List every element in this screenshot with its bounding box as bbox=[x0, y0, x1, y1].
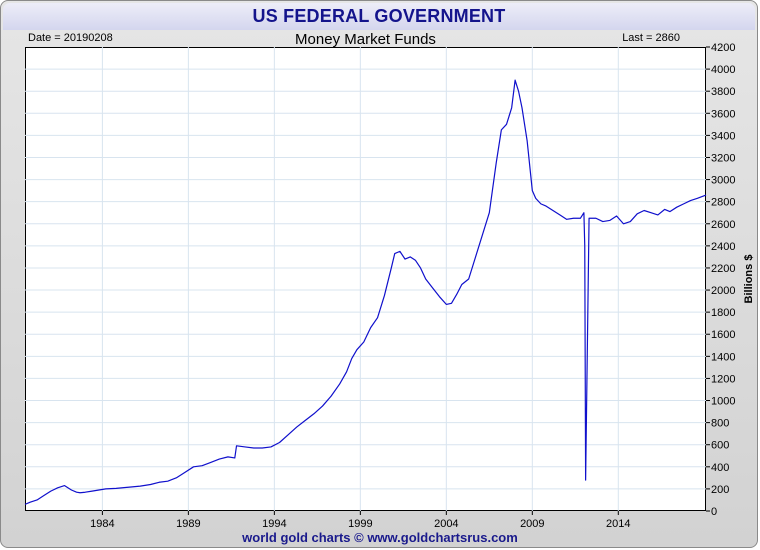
y-tick-label: 1200 bbox=[711, 373, 735, 385]
y-tick-label: 4200 bbox=[711, 42, 735, 54]
x-tick-label: 2014 bbox=[606, 518, 630, 530]
y-tick-label: 1600 bbox=[711, 329, 735, 341]
y-tick-label: 200 bbox=[711, 484, 729, 496]
y-tick-label: 3600 bbox=[711, 108, 735, 120]
x-tick-label: 1999 bbox=[348, 518, 372, 530]
title-bar: US FEDERAL GOVERNMENT bbox=[3, 3, 755, 30]
y-tick-label: 2600 bbox=[711, 219, 735, 231]
y-tick-label: 2200 bbox=[711, 263, 735, 275]
y-tick-label: 400 bbox=[711, 462, 729, 474]
y-axis-ticks: 0 200 400 600 800 1000 1200 1400 1600 1800 2000 220… bbox=[706, 42, 735, 518]
y-axis-label: Billions $ bbox=[743, 255, 755, 304]
footer-credit: world gold charts © www.goldchartsrus.co… bbox=[242, 530, 518, 545]
x-tick-label: 2004 bbox=[434, 518, 458, 530]
grid-lines bbox=[25, 47, 706, 511]
y-tick-label: 2000 bbox=[711, 285, 735, 297]
chart-header-row: Date = 20190208 Money Market Funds Last … bbox=[25, 31, 706, 48]
series-group bbox=[24, 79, 707, 505]
y-tick-label: 2400 bbox=[711, 241, 735, 253]
chart-subtitle: Money Market Funds bbox=[295, 31, 436, 48]
x-tick-label: 1984 bbox=[90, 518, 114, 530]
y-tick-label: 2800 bbox=[711, 197, 735, 209]
y-tick-label: 1000 bbox=[711, 396, 735, 408]
y-tick-label: 1400 bbox=[711, 351, 735, 363]
y-tick-label: 3800 bbox=[711, 86, 735, 98]
x-tick-label: 1989 bbox=[176, 518, 200, 530]
y-tick-label: 4000 bbox=[711, 64, 735, 76]
x-tick-label: 2009 bbox=[520, 518, 544, 530]
y-tick-label: 0 bbox=[711, 506, 717, 518]
y-tick-label: 1800 bbox=[711, 307, 735, 319]
x-tick-label: 1994 bbox=[262, 518, 286, 530]
y-tick-label: 3200 bbox=[711, 152, 735, 164]
plot-area bbox=[25, 47, 706, 511]
chart-title: US FEDERAL GOVERNMENT bbox=[252, 6, 506, 26]
date-label: Date = 20190208 bbox=[28, 32, 113, 44]
series-line-0 bbox=[24, 79, 707, 505]
y-tick-label: 3400 bbox=[711, 130, 735, 142]
x-axis-ticks: 1984 1989 1994 1999 2004 2009 2014 bbox=[90, 511, 631, 530]
y-tick-label: 3000 bbox=[711, 175, 735, 187]
y-tick-label: 800 bbox=[711, 418, 729, 430]
last-value-label: Last = 2860 bbox=[622, 32, 680, 44]
y-tick-label: 600 bbox=[711, 440, 729, 452]
